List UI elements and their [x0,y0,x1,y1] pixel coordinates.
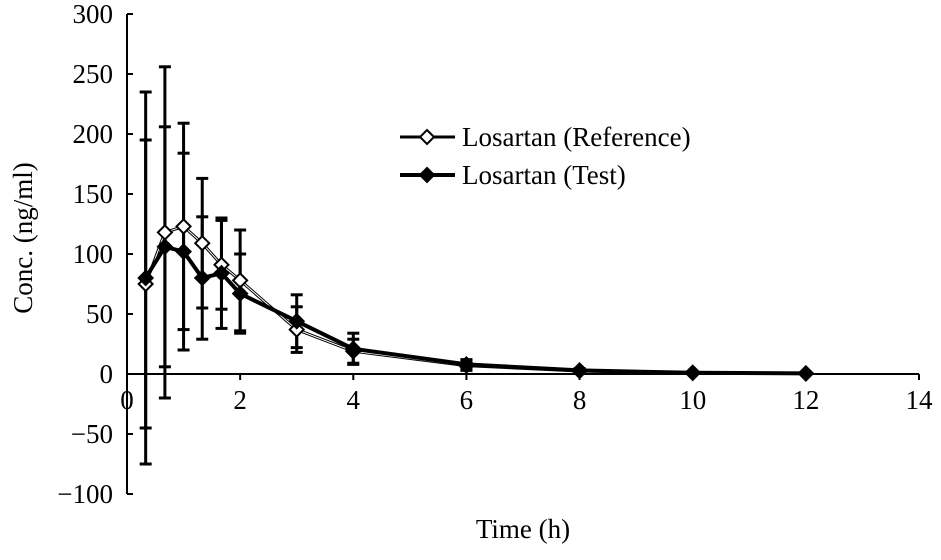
series-markers [137,217,815,382]
x-tick-label: 10 [679,385,706,415]
data-point-1 [344,340,362,358]
y-tick-label: 100 [73,239,114,269]
data-point-1 [684,364,702,382]
y-tick-label: 50 [86,299,113,329]
data-point-0 [156,223,174,241]
legend-label: Losartan (Reference) [462,122,691,152]
series-lines [143,224,806,376]
data-point-0 [193,234,211,252]
series-line-inner-0 [145,225,806,374]
data-point-1 [193,269,211,287]
y-tick-label: 150 [73,179,114,209]
data-point-1 [571,361,588,379]
series-line-1 [143,244,806,376]
x-axis-label: Time (h) [476,514,570,544]
x-tick-label: 6 [460,385,474,415]
data-point-1 [288,312,306,330]
x-tick-label: 0 [120,385,134,415]
y-tick-label: 200 [73,119,114,149]
data-point-0 [175,217,192,235]
legend-marker [418,166,436,184]
data-point-1 [137,269,155,287]
data-point-1 [156,238,174,256]
x-tick-label: 12 [792,385,819,415]
data-point-1 [231,285,249,303]
y-tick-label: −100 [57,479,113,509]
y-tick-label: 300 [73,0,114,29]
x-tick-label: 4 [347,385,361,415]
y-tick-label: 250 [73,59,114,89]
y-axis-label: Conc. (ng/ml) [8,162,38,313]
x-tick-label: 2 [233,385,247,415]
y-tick-label: −50 [71,419,113,449]
data-point-1 [458,355,475,373]
legend: Losartan (Reference) Losartan (Test) [400,122,691,190]
legend-label: Losartan (Test) [462,160,626,190]
y-tick-label: 0 [100,359,114,389]
x-tick-label: 14 [906,385,934,415]
data-point-1 [213,264,230,282]
data-point-1 [797,364,815,382]
data-point-1 [175,243,192,261]
x-tick-label: 8 [573,385,587,415]
legend-marker [418,128,436,146]
series-line-0 [144,224,806,375]
